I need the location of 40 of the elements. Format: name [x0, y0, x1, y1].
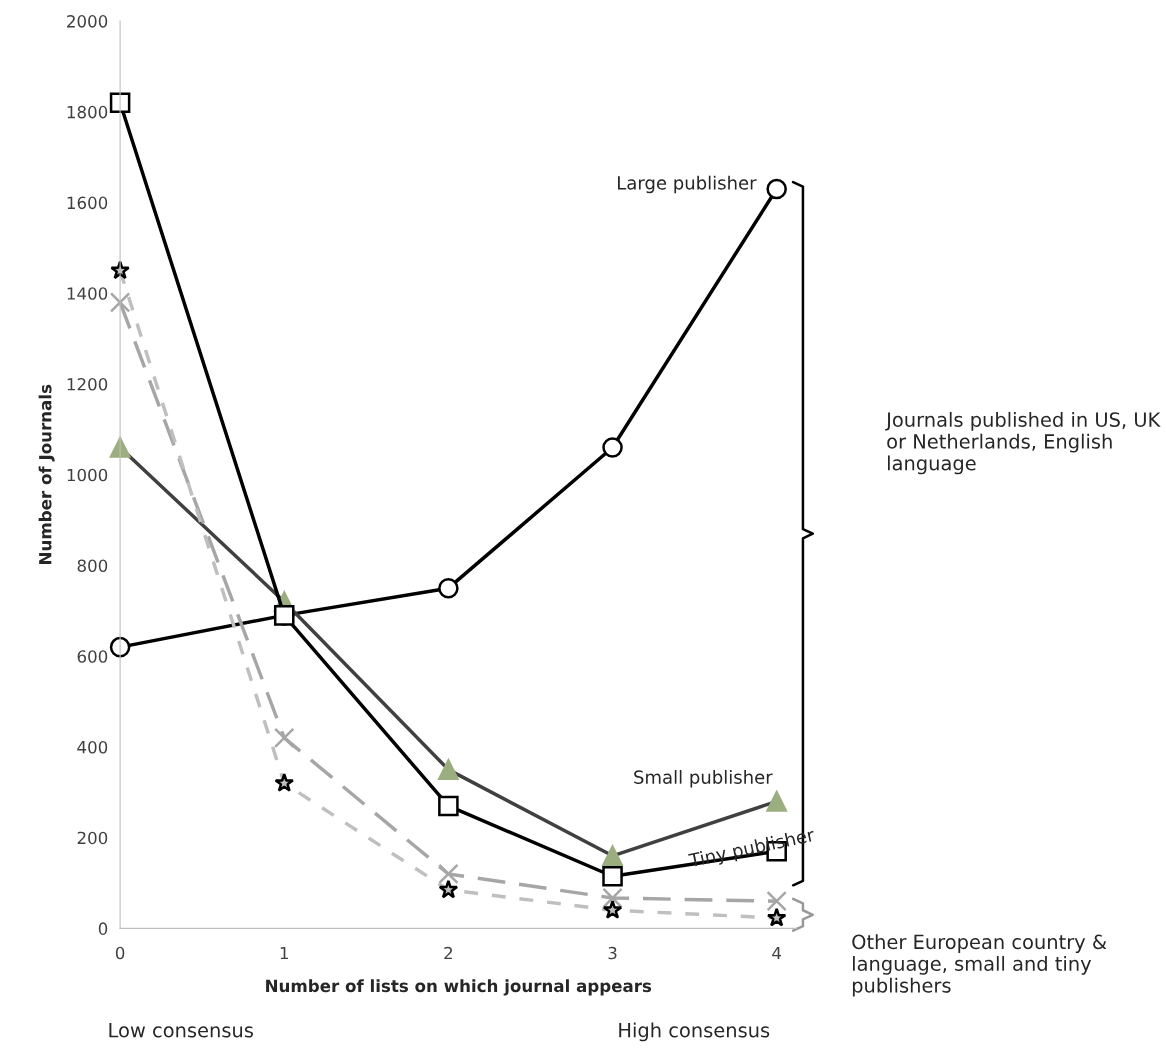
x-tick-label: 2 — [444, 946, 453, 960]
y-tick-label: 0 — [98, 922, 108, 935]
point — [274, 772, 295, 792]
x-axis-title: Number of lists on which journal appears — [266, 979, 652, 996]
point — [602, 865, 623, 887]
y-tick-label: 2000 — [67, 15, 108, 28]
point — [766, 890, 787, 912]
y-tick-label: 1200 — [67, 377, 108, 391]
point — [438, 879, 459, 899]
y-tick-label: 800 — [77, 559, 108, 573]
y-tick-label: 1600 — [67, 196, 108, 210]
point — [766, 178, 787, 200]
point — [438, 577, 459, 599]
series-label: Large publisher — [618, 175, 757, 194]
y-tick-label: 1000 — [67, 468, 108, 482]
x-tick-label: 3 — [608, 946, 617, 960]
x-tick-label: 4 — [772, 946, 782, 960]
y-tick-label: 200 — [77, 831, 108, 845]
x-tick-label: 0 — [115, 946, 125, 960]
y-axis-title: Number of Journals — [38, 384, 55, 564]
point — [602, 437, 623, 458]
point — [273, 605, 295, 626]
y-tick-label: 600 — [77, 650, 108, 663]
point — [602, 899, 623, 919]
x-tick-label: 1 — [280, 946, 289, 960]
point — [602, 887, 623, 909]
text: Low consensus — [109, 1023, 253, 1038]
point — [109, 92, 131, 114]
y-tick-label: 1800 — [67, 105, 108, 119]
point — [109, 292, 131, 313]
point — [766, 907, 787, 927]
point — [273, 727, 295, 749]
y-tick-label: 400 — [77, 740, 108, 754]
text: Journals published in US, UK or Netherlands, English language — [885, 411, 1161, 475]
text: High consensus — [619, 1022, 770, 1042]
y-tick-label: 1400 — [67, 287, 108, 300]
point — [438, 795, 459, 817]
series-label: Small publisher — [634, 769, 773, 788]
text: Other European country & language, small and tiny publishers — [852, 934, 1107, 997]
point — [438, 863, 459, 885]
